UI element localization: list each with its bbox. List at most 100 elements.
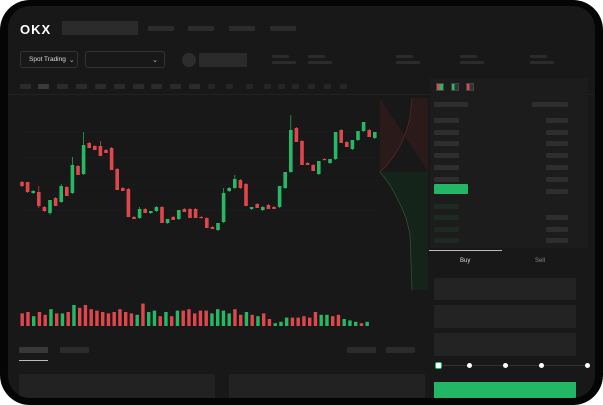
volume-bar (210, 313, 214, 326)
volume-bar (244, 312, 249, 326)
timeframe-button[interactable] (76, 84, 87, 89)
search-bar[interactable] (62, 21, 138, 35)
timeframe-button[interactable] (114, 84, 125, 89)
drawing-tool-icon[interactable] (246, 84, 253, 89)
candle-body (81, 145, 86, 174)
candle-body (98, 146, 103, 156)
slider-marker[interactable] (466, 363, 472, 368)
timeframe-button[interactable] (133, 84, 144, 89)
filter-button[interactable] (386, 347, 415, 353)
book-asks-icon[interactable] (466, 83, 474, 91)
tab-open-orders[interactable] (19, 347, 48, 353)
tab-sell[interactable]: Sell (535, 258, 546, 264)
drawing-tool-icon[interactable] (308, 84, 315, 89)
stat-value (396, 61, 420, 64)
slider-marker[interactable] (538, 363, 544, 368)
candlestick-chart[interactable] (8, 6, 595, 398)
volume-bar (262, 313, 266, 326)
amount-input[interactable] (434, 305, 576, 328)
slider-marker[interactable] (435, 362, 442, 369)
volume-bar (181, 310, 185, 326)
drawing-tool-icon[interactable] (340, 84, 347, 89)
volume-bar (72, 305, 76, 326)
drawing-tool-icon[interactable] (292, 84, 299, 89)
book-header (532, 102, 568, 107)
orders-panel-right (229, 374, 425, 398)
candle-body (37, 192, 41, 206)
candle-body (160, 207, 164, 223)
volume-bar (112, 312, 116, 326)
last-price (434, 184, 468, 194)
candle-body (177, 210, 181, 219)
okx-logo[interactable]: OKX (20, 22, 52, 37)
volume-bar (279, 321, 283, 326)
candle-body (233, 179, 237, 188)
coin-icon (182, 53, 196, 67)
timeframe-button[interactable] (57, 84, 68, 89)
drawing-tool-icon[interactable] (264, 84, 271, 89)
percent-slider[interactable] (438, 365, 588, 366)
candle-body (132, 217, 136, 219)
volume-bar (83, 305, 88, 326)
candle-body (93, 146, 97, 150)
timeframe-button[interactable] (151, 84, 162, 89)
app-screen: OKX Spot Trading ⌄ ⌄ Buy Sell (8, 6, 595, 398)
bid-price (434, 227, 459, 232)
drawing-tool-icon[interactable] (324, 84, 331, 89)
slider-marker[interactable] (502, 363, 508, 368)
timeframe-button[interactable] (38, 84, 49, 89)
volume-bar (78, 307, 82, 326)
spot-trading-dropdown[interactable]: Spot Trading ⌄ (20, 51, 78, 68)
volume-bar (95, 310, 99, 326)
candle-body (182, 209, 187, 212)
candle-body (277, 186, 282, 207)
drawing-tool-icon[interactable] (226, 84, 233, 89)
ask-size (546, 153, 568, 158)
candle-body (311, 165, 315, 171)
stat-label (460, 55, 477, 58)
filter-button[interactable] (347, 347, 376, 353)
nav-item[interactable] (148, 26, 174, 31)
book-both-icon[interactable] (436, 83, 444, 91)
candle-body (87, 143, 91, 148)
timeframe-button[interactable] (95, 84, 106, 89)
pair-name (199, 53, 247, 67)
volume-bar (60, 313, 65, 326)
ask-size (546, 189, 568, 194)
drawing-tool-icon[interactable] (208, 84, 215, 89)
bid-size (546, 215, 568, 220)
tab-buy[interactable]: Buy (460, 258, 471, 264)
chevron-down-icon: ⌄ (152, 56, 158, 64)
volume-bar (290, 317, 295, 326)
volume-bar (285, 317, 289, 326)
timeframe-button[interactable] (20, 84, 31, 89)
stat-label (530, 55, 547, 58)
buy-button[interactable] (434, 382, 576, 398)
depth-bids-line (379, 171, 413, 291)
nav-item[interactable] (188, 26, 214, 31)
timeframe-button[interactable] (189, 84, 200, 89)
tab-order-history[interactable] (60, 347, 89, 353)
timeframe-button[interactable] (170, 84, 181, 89)
candle-body (205, 218, 209, 228)
candle-body (31, 191, 35, 193)
pair-dropdown[interactable]: ⌄ (85, 51, 165, 68)
candle-body (20, 182, 24, 186)
stat-label (396, 55, 413, 58)
candle-body (294, 128, 299, 142)
slider-marker[interactable] (584, 363, 590, 368)
drawing-tool-icon[interactable] (278, 84, 285, 89)
volume-bar (250, 314, 254, 326)
stat-value (460, 61, 484, 64)
nav-item[interactable] (229, 26, 255, 31)
volume-bar (308, 317, 312, 326)
candle-body (333, 132, 338, 159)
volume-bar (147, 312, 151, 326)
price-input[interactable] (434, 278, 576, 300)
candle-body (115, 169, 119, 190)
volume-bar (198, 310, 203, 326)
book-bids-icon[interactable] (451, 83, 459, 91)
volume-bar (354, 321, 358, 326)
total-input[interactable] (434, 333, 576, 356)
nav-item[interactable] (270, 26, 296, 31)
